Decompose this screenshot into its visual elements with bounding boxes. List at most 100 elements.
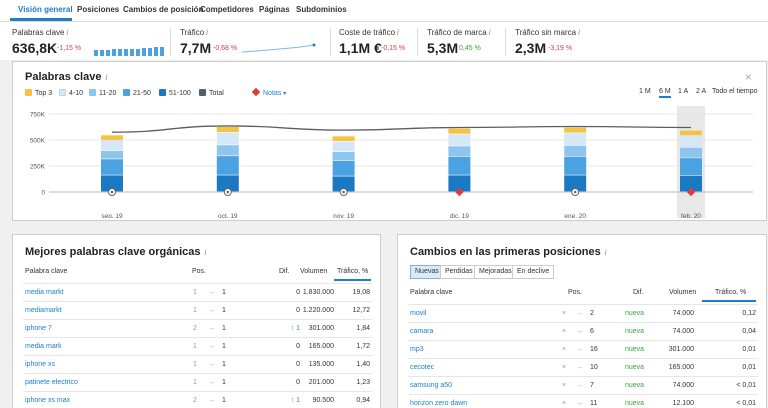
- keyword-link[interactable]: iphone xs: [25, 361, 55, 368]
- info-icon[interactable]: i: [578, 28, 580, 37]
- table-row[interactable]: camara × → 6 nueva 74.000 0,04: [408, 322, 758, 339]
- keyword-link[interactable]: media markt: [25, 289, 64, 296]
- col-position[interactable]: Pos.: [192, 268, 207, 275]
- legend-top3[interactable]: Top 3: [25, 89, 52, 97]
- table-row[interactable]: iphone xs 1 → 1 0 135.000 1,40: [23, 355, 372, 372]
- bar-segment[interactable]: [332, 160, 355, 176]
- tab-competidores[interactable]: Competidores: [200, 5, 254, 14]
- bar-segment[interactable]: [448, 128, 471, 134]
- bar-segment[interactable]: [448, 146, 471, 157]
- note-marker[interactable]: [455, 187, 464, 197]
- tab-posiciones[interactable]: Posiciones: [77, 5, 120, 14]
- metric-traffic-cost[interactable]: Coste de tráfico i 1,1M € -0,15 %: [339, 28, 405, 56]
- keyword-link[interactable]: iphone 7: [25, 325, 52, 332]
- keyword-link[interactable]: mp3: [410, 346, 424, 353]
- table-row[interactable]: iphone xs max 2 → 1 ↑ 1 90.500 0,94: [23, 391, 372, 408]
- info-icon[interactable]: i: [204, 248, 207, 257]
- table-row[interactable]: samsung a50 × → 7 nueva 74.000 < 0,01: [408, 376, 758, 393]
- bar-segment[interactable]: [332, 151, 355, 161]
- tab-vision-general[interactable]: Visión general: [18, 5, 73, 14]
- legend-51-100[interactable]: 51-100: [159, 89, 191, 97]
- range-2a[interactable]: 2 A: [696, 88, 707, 95]
- bar-segment[interactable]: [680, 130, 702, 136]
- bar-segment[interactable]: [216, 156, 239, 175]
- bar-segment[interactable]: [332, 141, 355, 152]
- filter-mejoradas[interactable]: Mejoradas: [474, 265, 517, 279]
- bar-segment[interactable]: [680, 135, 702, 148]
- legend-total[interactable]: Total: [199, 89, 224, 97]
- info-icon[interactable]: i: [105, 73, 108, 82]
- range-1a[interactable]: 1 A: [678, 88, 689, 95]
- bar-segment[interactable]: [564, 175, 587, 192]
- legend-21-50[interactable]: 21-50: [123, 89, 151, 97]
- close-icon[interactable]: ×: [744, 70, 752, 84]
- bar-segment[interactable]: [332, 136, 355, 141]
- bar-segment[interactable]: [216, 127, 239, 133]
- keyword-link[interactable]: horizon zero dawn: [410, 400, 468, 407]
- tab-paginas[interactable]: Páginas: [259, 5, 290, 14]
- bar-segment[interactable]: [216, 132, 239, 145]
- bar-segment[interactable]: [564, 127, 587, 133]
- table-row[interactable]: media mark 1 → 1 0 165.000 1,72: [23, 337, 372, 354]
- metric-keywords[interactable]: Palabras clave i 636,8K -1,15 %: [12, 28, 164, 56]
- bar-segment[interactable]: [680, 175, 702, 192]
- range-1m[interactable]: 1 M: [639, 88, 651, 95]
- bar-segment[interactable]: [564, 156, 587, 175]
- metric-traffic[interactable]: Tráfico i 7,7M -0,68 %: [180, 28, 316, 56]
- keyword-link[interactable]: iphone xs max: [25, 397, 71, 404]
- legend-4-10[interactable]: 4-10: [59, 89, 83, 97]
- range-all-time[interactable]: Todo el tiempo: [712, 88, 758, 95]
- info-icon[interactable]: i: [488, 28, 491, 37]
- col-traffic[interactable]: Tráfico, %: [715, 289, 747, 296]
- bar-segment[interactable]: [680, 158, 702, 176]
- metric-brand-traffic[interactable]: Tráfico de marca i 5,3M 0,45 %: [427, 28, 491, 56]
- keyword-link[interactable]: movil: [410, 310, 427, 317]
- bar-segment[interactable]: [680, 147, 702, 158]
- keyword-link[interactable]: media mark: [25, 343, 62, 350]
- table-row[interactable]: iphone 7 2 → 1 ↑ 1 301.000 1,84: [23, 319, 372, 336]
- filter-nuevas[interactable]: Nuevas: [410, 265, 444, 279]
- table-row[interactable]: media markt 1 → 1 0 1.830.000 19,08: [23, 283, 372, 300]
- keyword-link[interactable]: camara: [410, 328, 434, 335]
- tab-subdominios[interactable]: Subdominios: [296, 5, 347, 14]
- bar-segment[interactable]: [448, 156, 471, 175]
- col-keyword[interactable]: Palabra clave: [410, 289, 453, 296]
- col-volume[interactable]: Volumen: [669, 289, 697, 296]
- legend-11-20[interactable]: 11-20: [89, 89, 116, 97]
- bar-segment[interactable]: [101, 150, 123, 159]
- range-6m[interactable]: 6 M: [659, 88, 671, 98]
- table-row[interactable]: horizon zero dawn × → 11 nueva 12.100 < 0,01: [408, 394, 758, 408]
- bar-segment[interactable]: [332, 176, 355, 192]
- table-row[interactable]: cecotec × → 10 nueva 165.000 0,01: [408, 358, 758, 375]
- info-icon[interactable]: i: [66, 28, 69, 37]
- bar-segment[interactable]: [448, 175, 471, 192]
- filter-perdidas[interactable]: Perdidas: [440, 265, 478, 279]
- col-position[interactable]: Pos.: [568, 289, 583, 296]
- col-diff[interactable]: Dif.: [633, 289, 644, 296]
- tab-cambios-posicion[interactable]: Cambios de posición: [123, 5, 204, 14]
- table-row[interactable]: mp3 × → 16 nueva 301.000 0,01: [408, 340, 758, 357]
- info-icon[interactable]: i: [604, 248, 607, 257]
- info-icon[interactable]: i: [397, 28, 399, 37]
- info-icon[interactable]: i: [206, 28, 208, 37]
- col-traffic[interactable]: Tráfico, %: [337, 268, 369, 275]
- bar-segment[interactable]: [101, 159, 123, 175]
- bar-segment[interactable]: [216, 175, 239, 192]
- table-row[interactable]: movil × → 2 nueva 74.000 0,12: [408, 304, 758, 321]
- bar-segment[interactable]: [564, 133, 587, 146]
- keyword-link[interactable]: patinete electrico: [25, 379, 78, 386]
- table-row[interactable]: mediamarkt 1 → 1 0 1.220.000 12,72: [23, 301, 372, 318]
- keyword-link[interactable]: samsung a50: [410, 382, 453, 389]
- bar-segment[interactable]: [101, 140, 123, 151]
- col-volume[interactable]: Volumen: [300, 268, 328, 275]
- keyword-link[interactable]: mediamarkt: [25, 307, 62, 314]
- bar-segment[interactable]: [564, 145, 587, 157]
- keyword-link[interactable]: cecotec: [410, 364, 435, 371]
- bar-segment[interactable]: [216, 145, 239, 156]
- bar-segment[interactable]: [101, 175, 123, 192]
- filter-en-declive[interactable]: En declive: [512, 265, 555, 279]
- col-diff[interactable]: Dif.: [279, 268, 290, 275]
- metric-nonbrand-traffic[interactable]: Tráfico sin marca i 2,3M -3,19 %: [515, 28, 580, 56]
- col-keyword[interactable]: Palabra clave: [25, 268, 68, 275]
- bar-segment[interactable]: [448, 134, 471, 146]
